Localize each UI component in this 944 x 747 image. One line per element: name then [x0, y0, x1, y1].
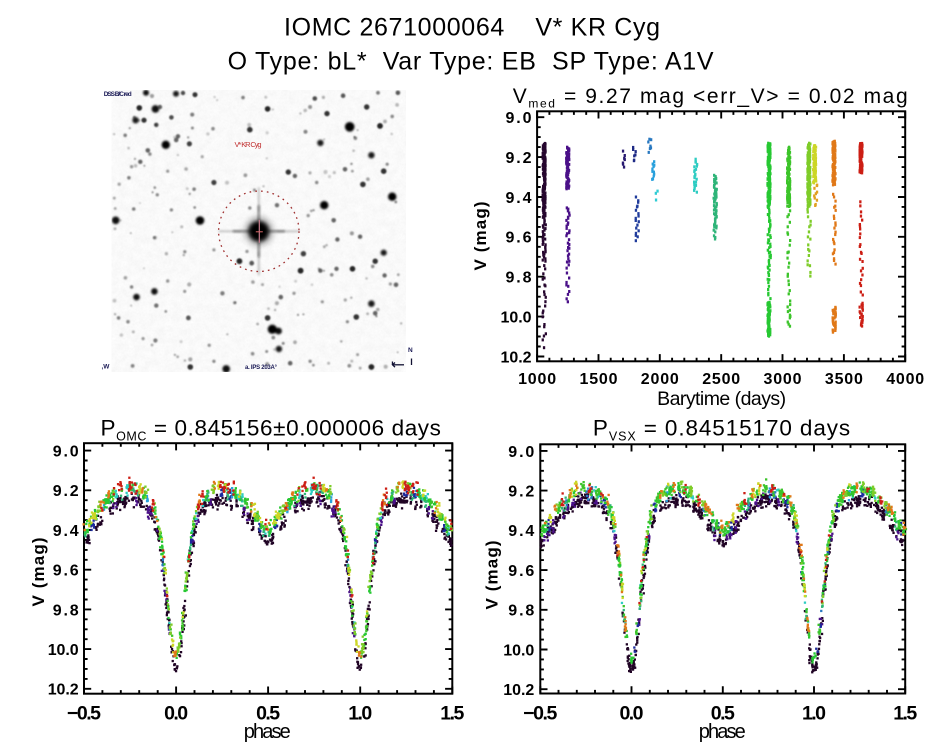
svg-text:V (mag): V (mag) [29, 538, 48, 607]
svg-text:Vmed = 9.27 mag <err_V> = 0.02: Vmed = 9.27 mag <err_V> = 0.02 mag [513, 85, 909, 111]
svg-text:1.5: 1.5 [893, 703, 917, 725]
svg-text:O Type: bL* Var Type: EB SP: O Type: bL* Var Type: EB SP Type: A1V [228, 48, 714, 76]
svg-text:V (mag): V (mag) [471, 202, 490, 271]
svg-text:0.0: 0.0 [164, 703, 188, 725]
svg-text:2500: 2500 [702, 371, 740, 388]
svg-text:−0.5: −0.5 [523, 703, 557, 725]
svg-text:9.6: 9.6 [508, 563, 534, 580]
svg-text:PVSX = 0.84515170 days: PVSX = 0.84515170 days [593, 416, 851, 444]
svg-text:4000: 4000 [886, 371, 924, 388]
svg-text:10.2: 10.2 [501, 349, 532, 366]
svg-text:10.0: 10.0 [503, 642, 534, 659]
svg-text:1.0: 1.0 [802, 703, 826, 725]
svg-text:9.0: 9.0 [53, 444, 79, 461]
svg-text:9.2: 9.2 [508, 484, 534, 501]
svg-text:V* KR Cyg: V* KR Cyg [235, 140, 262, 149]
svg-text:IOMC 2671000064 V* KR Cyg: IOMC 2671000064 V* KR Cyg [284, 14, 660, 42]
svg-text:,W: ,W [102, 364, 111, 371]
svg-text:9.8: 9.8 [53, 602, 79, 619]
svg-text:9.4: 9.4 [53, 523, 79, 540]
svg-text:0.5: 0.5 [711, 703, 735, 725]
svg-text:2000: 2000 [641, 371, 679, 388]
svg-text:9.6: 9.6 [53, 563, 79, 580]
svg-text:10.2: 10.2 [503, 682, 534, 699]
svg-text:9.4: 9.4 [508, 523, 534, 540]
svg-text:10.2: 10.2 [48, 682, 79, 699]
svg-text:POMC = 0.845156±0.000006 days: POMC = 0.845156±0.000006 days [100, 416, 441, 444]
svg-text:9.0: 9.0 [508, 444, 534, 461]
svg-text:0.5: 0.5 [256, 703, 280, 725]
svg-text:Barytime (days): Barytime (days) [657, 388, 786, 410]
svg-text:9.8: 9.8 [506, 270, 532, 287]
svg-text:1500: 1500 [580, 371, 618, 388]
svg-text:3000: 3000 [764, 371, 802, 388]
svg-text:1000: 1000 [518, 371, 556, 388]
svg-text:9.6: 9.6 [506, 230, 532, 247]
svg-text:10.0: 10.0 [48, 642, 79, 659]
svg-text:9.8: 9.8 [508, 603, 534, 620]
svg-text:DSS B/C red: DSS B/C red [104, 91, 132, 98]
svg-text:0.0: 0.0 [620, 703, 644, 725]
svg-text:−0.5: −0.5 [67, 703, 101, 725]
svg-text:1.5: 1.5 [440, 703, 464, 725]
svg-text:9.2: 9.2 [506, 150, 532, 167]
svg-text:phase: phase [244, 721, 291, 743]
svg-text:9.0: 9.0 [506, 110, 532, 127]
svg-text:3500: 3500 [825, 371, 863, 388]
svg-text:9.4: 9.4 [506, 190, 532, 207]
svg-text:9.2: 9.2 [53, 483, 79, 500]
svg-text:1.0: 1.0 [348, 703, 372, 725]
svg-text:N: N [408, 347, 413, 354]
svg-text:10.0: 10.0 [501, 309, 532, 326]
svg-text:V (mag): V (mag) [483, 541, 502, 610]
svg-text:phase: phase [699, 721, 746, 743]
svg-text:a. IPS 203A°: a. IPS 203A° [245, 365, 278, 371]
